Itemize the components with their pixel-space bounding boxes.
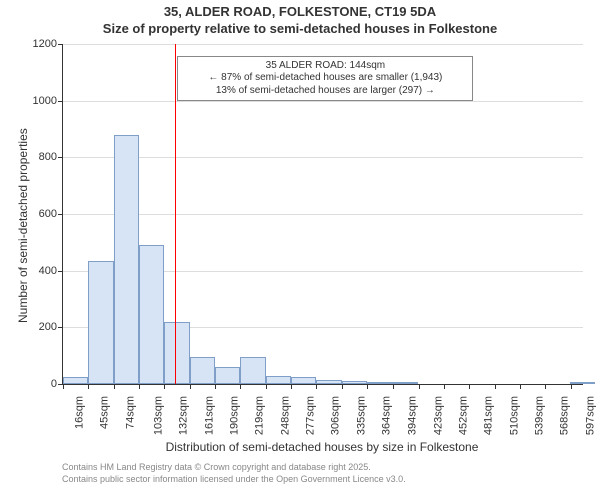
annotation-line1: 35 ALDER ROAD: 144sqm [182,60,468,73]
xtick-mark [419,384,420,389]
annotation-line2: ← 87% of semi-detached houses are smalle… [182,72,468,85]
xtick-label: 335sqm [355,396,367,435]
annotation-box: 35 ALDER ROAD: 144sqm ← 87% of semi-deta… [177,56,473,102]
xtick-mark [190,384,191,389]
xtick-mark [266,384,267,389]
chart-title-line2: Size of property relative to semi-detach… [0,21,600,36]
ytick-mark [58,327,63,328]
ytick-label: 800 [39,151,57,163]
xtick-label: 597sqm [584,396,596,435]
xtick-label: 16sqm [74,396,86,429]
xtick-label: 452sqm [458,396,470,435]
xtick-label: 568sqm [559,396,571,435]
xtick-label: 161sqm [203,396,215,435]
xtick-label: 219sqm [254,396,266,435]
xtick-mark [520,384,521,389]
xtick-mark [545,384,546,389]
xtick-mark [367,384,368,389]
attribution-block: Contains HM Land Registry data © Crown c… [62,462,406,485]
chart-title-block: 35, ALDER ROAD, FOLKESTONE, CT19 5DA Siz… [0,4,600,36]
xtick-mark [444,384,445,389]
ytick-mark [58,101,63,102]
xtick-label: 306sqm [330,396,342,435]
xtick-label: 45sqm [99,396,111,429]
annotation-line3: 13% of semi-detached houses are larger (… [182,85,468,98]
ytick-label: 1200 [33,38,57,50]
attribution-line2: Contains public sector information licen… [62,474,406,486]
xtick-mark [316,384,317,389]
xtick-label: 103sqm [153,396,165,435]
xtick-label: 364sqm [381,396,393,435]
xtick-label: 394sqm [407,396,419,435]
xtick-label: 510sqm [508,396,520,435]
y-axis-title: Number of semi-detached properties [16,128,30,323]
xtick-label: 132sqm [178,396,190,435]
xtick-mark [88,384,89,389]
xtick-mark [393,384,394,389]
xtick-mark [291,384,292,389]
ytick-label: 400 [39,265,57,277]
xtick-mark [342,384,343,389]
xtick-label: 248sqm [279,396,291,435]
ytick-mark [58,157,63,158]
chart-title-line1: 35, ALDER ROAD, FOLKESTONE, CT19 5DA [0,4,600,19]
plot-area: 02004006008001000120016sqm45sqm74sqm103s… [62,44,583,385]
ytick-label: 1000 [33,95,57,107]
ytick-mark [58,44,63,45]
xtick-mark [164,384,165,389]
xtick-mark [571,384,572,389]
attribution-line1: Contains HM Land Registry data © Crown c… [62,462,406,474]
xtick-mark [469,384,470,389]
xtick-label: 74sqm [124,396,136,429]
xtick-mark [114,384,115,389]
xtick-mark [215,384,216,389]
xtick-label: 423sqm [432,396,444,435]
xtick-label: 190sqm [229,396,241,435]
chart-container: 35, ALDER ROAD, FOLKESTONE, CT19 5DA Siz… [0,0,600,500]
ytick-label: 200 [39,321,57,333]
x-axis-title: Distribution of semi-detached houses by … [62,440,582,454]
xtick-mark [139,384,140,389]
xtick-mark [63,384,64,389]
ytick-label: 600 [39,208,57,220]
xtick-label: 481sqm [483,396,495,435]
ytick-label: 0 [51,378,57,390]
xtick-mark [240,384,241,389]
xtick-mark [495,384,496,389]
xtick-label: 277sqm [305,396,317,435]
ytick-mark [58,271,63,272]
xtick-label: 539sqm [534,396,546,435]
ytick-mark [58,214,63,215]
